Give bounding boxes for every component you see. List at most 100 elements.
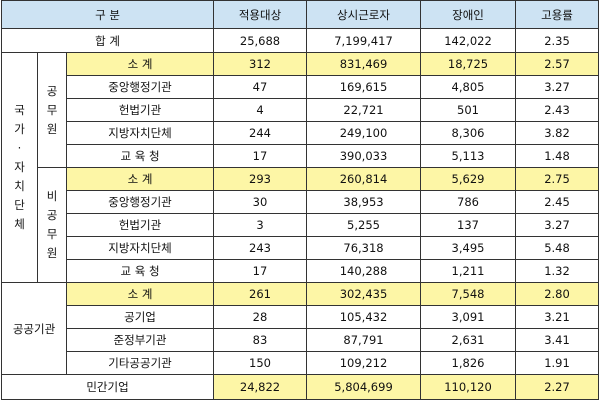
cell: 1.91 (515, 351, 599, 375)
cell: 3.27 (515, 75, 599, 99)
cell: 3.21 (515, 305, 599, 329)
cell: 169,615 (306, 75, 421, 99)
row-label: 소 계 (66, 52, 214, 76)
cell: 150 (213, 351, 307, 375)
header-row: 구 분 적용대상 상시근로자 장애인 고용률 (1, 0, 599, 29)
cell: 1,211 (420, 259, 516, 283)
row-label: 헌법기관 (66, 213, 214, 237)
table-row: 교 육 청 17 140,288 1,211 1.32 (2, 259, 599, 283)
cell: 3,091 (420, 305, 516, 329)
row-label: 교 육 청 (66, 259, 214, 283)
cell: 3 (213, 213, 307, 237)
row-label: 민간기업 (1, 374, 214, 400)
table-row: 준정부기관 83 87,791 2,631 3.41 (2, 328, 599, 352)
cell: 137 (420, 213, 516, 237)
row-label: 준정부기관 (66, 328, 214, 352)
cell: 83 (213, 328, 307, 352)
cell: 3,495 (420, 236, 516, 260)
cell: 4 (213, 98, 307, 122)
table-row: 기타공공기관 150 109,212 1,826 1.91 (2, 351, 599, 375)
cell: 244 (213, 121, 307, 145)
cell: 110,120 (420, 374, 516, 400)
cell: 28 (213, 305, 307, 329)
header-division: 구 분 (1, 0, 214, 29)
row-label: 지방자치단체 (66, 236, 214, 260)
cell: 109,212 (306, 351, 421, 375)
total-cell: 142,022 (420, 28, 516, 53)
cell: 260,814 (306, 167, 421, 191)
cell: 140,288 (306, 259, 421, 283)
cell: 7,548 (420, 282, 516, 306)
total-row: 합 계 25,688 7,199,417 142,022 2.35 (1, 28, 599, 53)
cell: 1.48 (515, 144, 599, 168)
cell: 17 (213, 144, 307, 168)
row-label: 지방자치단체 (66, 121, 214, 145)
cell: 76,318 (306, 236, 421, 260)
cell: 261 (213, 282, 307, 306)
cell: 18,725 (420, 52, 516, 76)
cell: 3.82 (515, 121, 599, 145)
cell: 5.48 (515, 236, 599, 260)
cell: 390,033 (306, 144, 421, 168)
cell: 302,435 (306, 282, 421, 306)
cell: 2.45 (515, 190, 599, 214)
cell: 5,804,699 (306, 374, 421, 400)
total-cell: 25,688 (213, 28, 307, 53)
cell: 786 (420, 190, 516, 214)
cell: 3.41 (515, 328, 599, 352)
table-row: 교 육 청 17 390,033 5,113 1.48 (2, 144, 599, 168)
cell: 105,432 (306, 305, 421, 329)
table-row: 공기업 28 105,432 3,091 3.21 (2, 305, 599, 329)
table-row: 헌법기관 3 5,255 137 3.27 (2, 213, 599, 237)
total-cell: 7,199,417 (306, 28, 421, 53)
private-row: 민간기업 24,822 5,804,699 110,120 2.27 (1, 374, 599, 400)
table-row: 중앙행정기관 47 169,615 4,805 3.27 (2, 75, 599, 99)
table-row: 공공기관 소 계 261 302,435 7,548 2.80 (1, 282, 599, 375)
total-label: 합 계 (1, 28, 214, 53)
cell: 249,100 (306, 121, 421, 145)
cell: 30 (213, 190, 307, 214)
cell: 243 (213, 236, 307, 260)
cell: 1,826 (420, 351, 516, 375)
header-col: 장애인 (420, 0, 516, 29)
cell: 2,631 (420, 328, 516, 352)
cell: 2.80 (515, 282, 599, 306)
group-non-public-servant: 비 공 무 원 (37, 167, 67, 283)
group-public-servant: 공 무 원 (37, 52, 67, 168)
cell: 5,255 (306, 213, 421, 237)
row-label: 소 계 (66, 167, 214, 191)
header-col: 상시근로자 (306, 0, 421, 29)
cell: 2.43 (515, 98, 599, 122)
cell: 22,721 (306, 98, 421, 122)
cell: 24,822 (213, 374, 307, 400)
header-col: 고용률 (515, 0, 599, 29)
table-row: 지방자치단체 244 249,100 8,306 3.82 (2, 121, 599, 145)
cell: 312 (213, 52, 307, 76)
cell: 1.32 (515, 259, 599, 283)
cell: 4,805 (420, 75, 516, 99)
cell: 2.75 (515, 167, 599, 191)
cell: 831,469 (306, 52, 421, 76)
table-row: 국 가 · 자 치 단 체 공 무 원 소 계 312 831,469 18 (1, 52, 599, 283)
row-label: 교 육 청 (66, 144, 214, 168)
category-public-institution: 공공기관 (1, 282, 67, 375)
cell: 87,791 (306, 328, 421, 352)
cell: 5,629 (420, 167, 516, 191)
cell: 38,953 (306, 190, 421, 214)
table-row: 중앙행정기관 30 38,953 786 2.45 (2, 190, 599, 214)
row-label: 헌법기관 (66, 98, 214, 122)
cell: 47 (213, 75, 307, 99)
row-label: 공기업 (66, 305, 214, 329)
total-cell: 2.35 (515, 28, 599, 53)
category-national: 국 가 · 자 치 단 체 (1, 52, 38, 283)
cell: 501 (420, 98, 516, 122)
cell: 3.27 (515, 213, 599, 237)
row-label: 중앙행정기관 (66, 190, 214, 214)
row-label: 소 계 (66, 282, 214, 306)
row-label: 기타공공기관 (66, 351, 214, 375)
table-row: 지방자치단체 243 76,318 3,495 5.48 (2, 236, 599, 260)
row-label: 중앙행정기관 (66, 75, 214, 99)
table-row: 헌법기관 4 22,721 501 2.43 (2, 98, 599, 122)
